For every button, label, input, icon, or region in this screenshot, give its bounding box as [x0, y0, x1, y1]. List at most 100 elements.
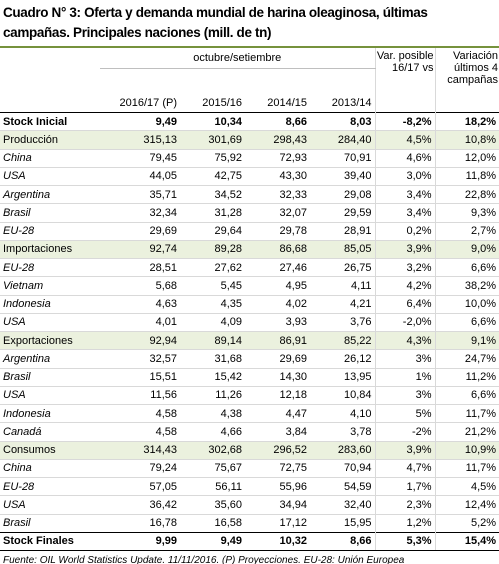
table-row: Stock Finales 9,99 9,49 10,32 8,66 5,3% 15,4% [0, 531, 499, 550]
cell: 4,58 [100, 403, 180, 423]
cell: 27,46 [245, 257, 310, 277]
cell: 75,92 [180, 148, 245, 168]
row-label: EU-28 [0, 476, 100, 496]
cell: 29,64 [180, 221, 245, 241]
cell: 3,9% [374, 239, 436, 259]
row-label: USA [0, 495, 100, 514]
cell: 24,7% [434, 349, 499, 368]
cell: 44,05 [100, 166, 180, 186]
cell: 18,2% [434, 111, 499, 131]
cell: 38,2% [434, 276, 499, 295]
cell: 4,47 [245, 403, 310, 423]
cell: 5,45 [180, 276, 245, 295]
row-label: Argentina [0, 349, 100, 368]
row-label: USA [0, 312, 100, 332]
cell: -2% [374, 422, 436, 441]
cell: 4,01 [100, 312, 180, 332]
cell: 86,68 [245, 239, 310, 259]
cell: 10,84 [310, 385, 376, 405]
row-label: Brasil [0, 367, 100, 387]
cell: 26,12 [310, 349, 376, 368]
table-row: USA 11,56 11,26 12,18 10,84 3% 6,6% [0, 385, 499, 405]
cell: 8,66 [310, 531, 376, 550]
cell: 16,78 [100, 513, 180, 533]
cell: 11,26 [180, 385, 245, 405]
cell: 34,94 [245, 495, 310, 514]
cell: 55,96 [245, 476, 310, 496]
cell: 4,10 [310, 403, 376, 423]
cell: 11,7% [434, 458, 499, 478]
cell: 4,21 [310, 294, 376, 314]
table-row: Exportaciones 92,94 89,14 86,91 85,22 4,3% 9,1… [0, 330, 499, 350]
cell: 4,3% [374, 330, 436, 350]
column-header: 2016/17 (P) [119, 97, 177, 109]
cell: 31,68 [180, 349, 245, 368]
cell: 29,69 [245, 349, 310, 368]
cell: 29,78 [245, 221, 310, 241]
column-header: 2013/14 [331, 97, 372, 109]
cell: 3% [374, 349, 436, 368]
cell: 28,51 [100, 257, 180, 277]
cell: 296,52 [245, 440, 310, 460]
table-body: Stock Inicial 9,49 10,34 8,66 8,03 -8,2% 18,2%… [0, 111, 499, 550]
data-table: octubre/setiembre Var. posible 16/17 vs … [0, 48, 499, 550]
cell: 28,91 [310, 221, 376, 241]
cell: 284,40 [310, 130, 376, 149]
column-header: 2014/15 [267, 97, 307, 109]
row-label: Vietnam [0, 276, 100, 295]
cell: 29,08 [310, 184, 376, 204]
cell: 79,24 [100, 458, 180, 478]
column-header: Variación últimos 4 campañas [434, 48, 499, 113]
cell: 0,2% [374, 221, 436, 241]
cell: 5% [374, 403, 436, 423]
cell: 11,8% [434, 166, 499, 186]
cell: 3% [374, 385, 436, 405]
cell: 32,33 [245, 184, 310, 204]
table-row: Brasil 16,78 16,58 17,12 15,95 1,2% 5,2% [0, 513, 499, 533]
cell: 9,49 [100, 111, 180, 131]
row-label: Producción [0, 130, 100, 149]
cell: 11,2% [434, 367, 499, 387]
cell: 9,99 [100, 531, 180, 550]
cell: 75,67 [180, 458, 245, 478]
cell: 9,3% [434, 203, 499, 222]
cell: 302,68 [180, 440, 245, 460]
cell: 4,6% [374, 148, 436, 168]
cell: 85,05 [310, 239, 376, 259]
table-row: Brasil 32,34 31,28 32,07 29,59 3,4% 9,3% [0, 203, 499, 222]
cell: 10,34 [180, 111, 245, 131]
cell: -2,0% [374, 312, 436, 332]
cell: 43,30 [245, 166, 310, 186]
cell: -8,2% [374, 111, 436, 131]
cell: 92,74 [100, 239, 180, 259]
cell: 8,03 [310, 111, 376, 131]
row-label: EU-28 [0, 257, 100, 277]
cell: 57,05 [100, 476, 180, 496]
cell: 4,38 [180, 403, 245, 423]
table-row: USA 36,42 35,60 34,94 32,40 2,3% 12,4% [0, 495, 499, 514]
cell: 29,59 [310, 203, 376, 222]
cell: 5,68 [100, 276, 180, 295]
cell: 3,2% [374, 257, 436, 277]
cell: 27,62 [180, 257, 245, 277]
cell: 14,30 [245, 367, 310, 387]
cell: 5,3% [374, 531, 436, 550]
cell: 9,1% [434, 330, 499, 350]
cell: 35,71 [100, 184, 180, 204]
cell: 39,40 [310, 166, 376, 186]
footer: Fuente: OIL World Statistics Update. 11/… [0, 550, 499, 564]
cell: 6,4% [374, 294, 436, 314]
cell: 3,93 [245, 312, 310, 332]
cell: 4,35 [180, 294, 245, 314]
row-label: Consumos [0, 440, 100, 460]
cell: 8,66 [245, 111, 310, 131]
row-label: China [0, 458, 100, 478]
row-label: Argentina [0, 184, 100, 204]
cell: 4,5% [374, 130, 436, 149]
cell: 34,52 [180, 184, 245, 204]
table-row: EU-28 29,69 29,64 29,78 28,91 0,2% 2,7% [0, 221, 499, 241]
cell: 4,2% [374, 276, 436, 295]
cell: 6,6% [434, 312, 499, 332]
cell: 3,4% [374, 203, 436, 222]
cell: 3,84 [245, 422, 310, 441]
